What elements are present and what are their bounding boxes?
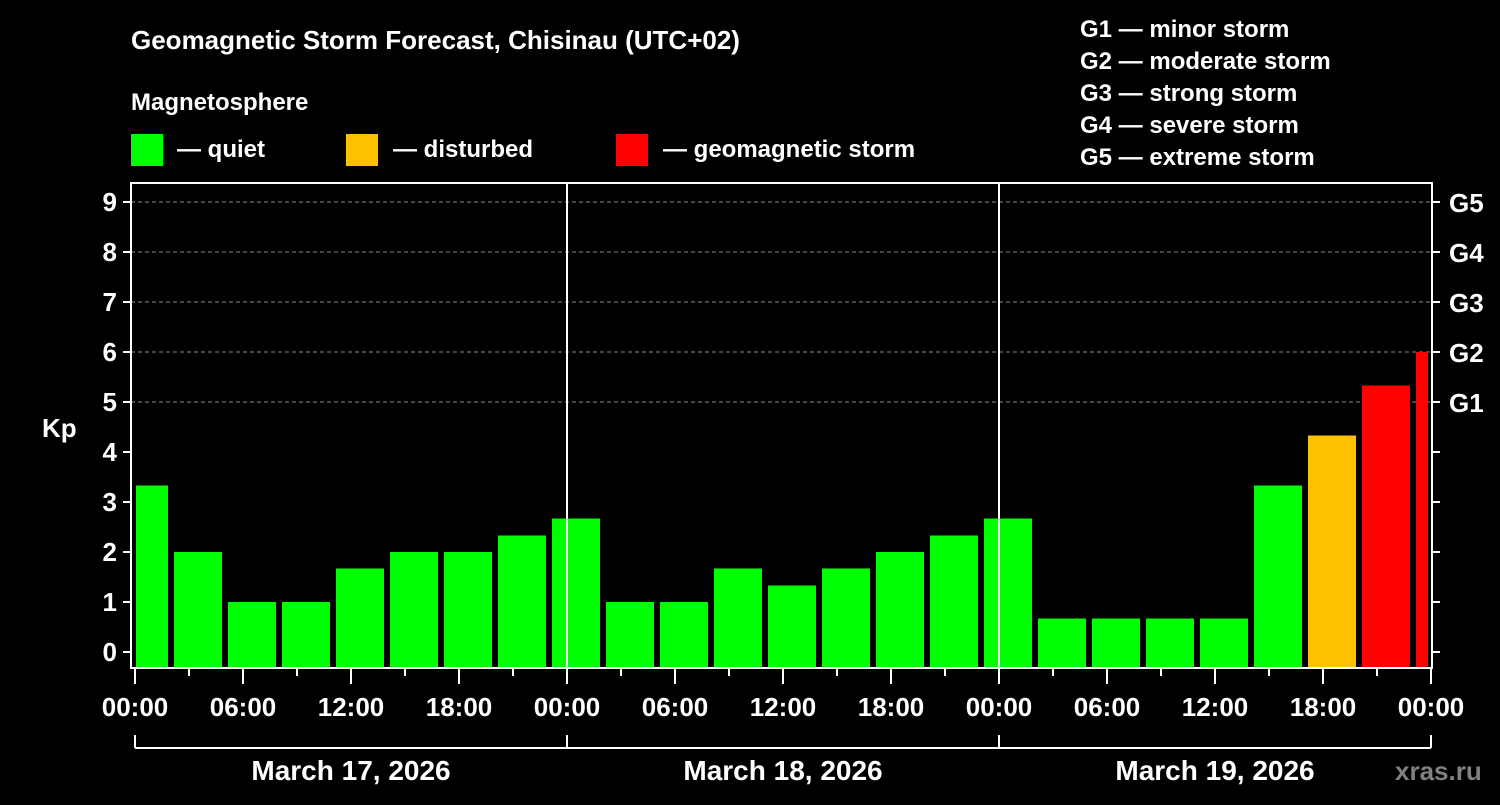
bar-quiet	[336, 568, 384, 668]
y-tick-label: 1	[103, 587, 117, 617]
bar-quiet	[136, 485, 168, 668]
bar-quiet	[822, 568, 870, 668]
g-scale-label: G1	[1449, 388, 1484, 418]
y-tick-label: 2	[103, 537, 117, 567]
x-tick-label: 18:00	[858, 692, 925, 722]
bar-quiet	[930, 535, 978, 668]
legend-swatch-disturbed	[346, 134, 378, 166]
y-tick-label: 0	[103, 637, 117, 667]
bar-quiet	[1146, 618, 1194, 668]
bar-storm	[1362, 385, 1410, 668]
legend-swatch-quiet	[131, 134, 163, 166]
x-tick-label: 00:00	[534, 692, 601, 722]
g-scale-label: G4	[1449, 238, 1484, 268]
bar-quiet	[282, 602, 330, 668]
x-tick-label: 18:00	[1290, 692, 1357, 722]
bar-quiet	[228, 602, 276, 668]
plot-frame	[130, 182, 1433, 669]
legend-heading: Magnetosphere	[131, 89, 308, 116]
scale-g1: G1 — minor storm	[1080, 16, 1289, 43]
y-tick-label: 4	[103, 437, 118, 467]
scale-g4: G4 — severe storm	[1080, 112, 1299, 139]
x-tick-label: 12:00	[318, 692, 385, 722]
bar-quiet	[174, 552, 222, 668]
bar-quiet	[660, 602, 708, 668]
legend-label-storm: — geomagnetic storm	[663, 136, 915, 163]
y-tick-label: 6	[103, 337, 117, 367]
g-scale-label: G2	[1449, 338, 1484, 368]
bar-quiet	[1254, 485, 1302, 668]
x-tick-label: 00:00	[102, 692, 169, 722]
chart-title: Geomagnetic Storm Forecast, Chisinau (UT…	[131, 25, 740, 55]
x-tick-label: 00:00	[966, 692, 1033, 722]
watermark: xras.ru	[1395, 756, 1482, 786]
g-scale-label: G3	[1449, 288, 1484, 318]
scale-g3: G3 — strong storm	[1080, 80, 1297, 107]
y-tick-label: 9	[103, 187, 117, 217]
bar-quiet	[1038, 618, 1086, 668]
y-tick-label: 3	[103, 487, 117, 517]
y-axis-label: Kp	[42, 413, 77, 443]
day-label: March 18, 2026	[683, 755, 882, 786]
bar-quiet	[390, 552, 438, 668]
legend-swatch-storm	[616, 134, 648, 166]
x-tick-label: 18:00	[426, 692, 493, 722]
scale-g2: G2 — moderate storm	[1080, 48, 1331, 75]
bar-quiet	[876, 552, 924, 668]
storm-scale-legend: G1 — minor storm G2 — moderate storm G3 …	[1080, 16, 1331, 171]
bar-quiet	[984, 518, 1032, 668]
bar-quiet	[1200, 618, 1248, 668]
bar-quiet	[768, 585, 816, 668]
scale-g5: G5 — extreme storm	[1080, 144, 1315, 171]
bar-quiet	[1092, 618, 1140, 668]
bar-quiet	[498, 535, 546, 668]
legend-label-quiet: — quiet	[177, 136, 265, 163]
day-label: March 17, 2026	[251, 755, 450, 786]
x-tick-label: 06:00	[1074, 692, 1141, 722]
y-tick-label: 8	[103, 237, 117, 267]
bar-disturbed	[1308, 435, 1356, 668]
bar-quiet	[714, 568, 762, 668]
x-tick-label: 12:00	[750, 692, 817, 722]
bar-storm	[1416, 352, 1428, 668]
x-tick-label: 06:00	[210, 692, 277, 722]
bar-quiet	[606, 602, 654, 668]
x-tick-label: 06:00	[642, 692, 709, 722]
day-label: March 19, 2026	[1115, 755, 1314, 786]
y-tick-label: 5	[103, 387, 117, 417]
y-tick-label: 7	[103, 287, 117, 317]
bar-quiet	[444, 552, 492, 668]
x-tick-label: 12:00	[1182, 692, 1249, 722]
bar-quiet	[552, 518, 600, 668]
g-scale-label: G5	[1449, 188, 1484, 218]
x-tick-label: 00:00	[1398, 692, 1465, 722]
legend-label-disturbed: — disturbed	[393, 136, 533, 163]
